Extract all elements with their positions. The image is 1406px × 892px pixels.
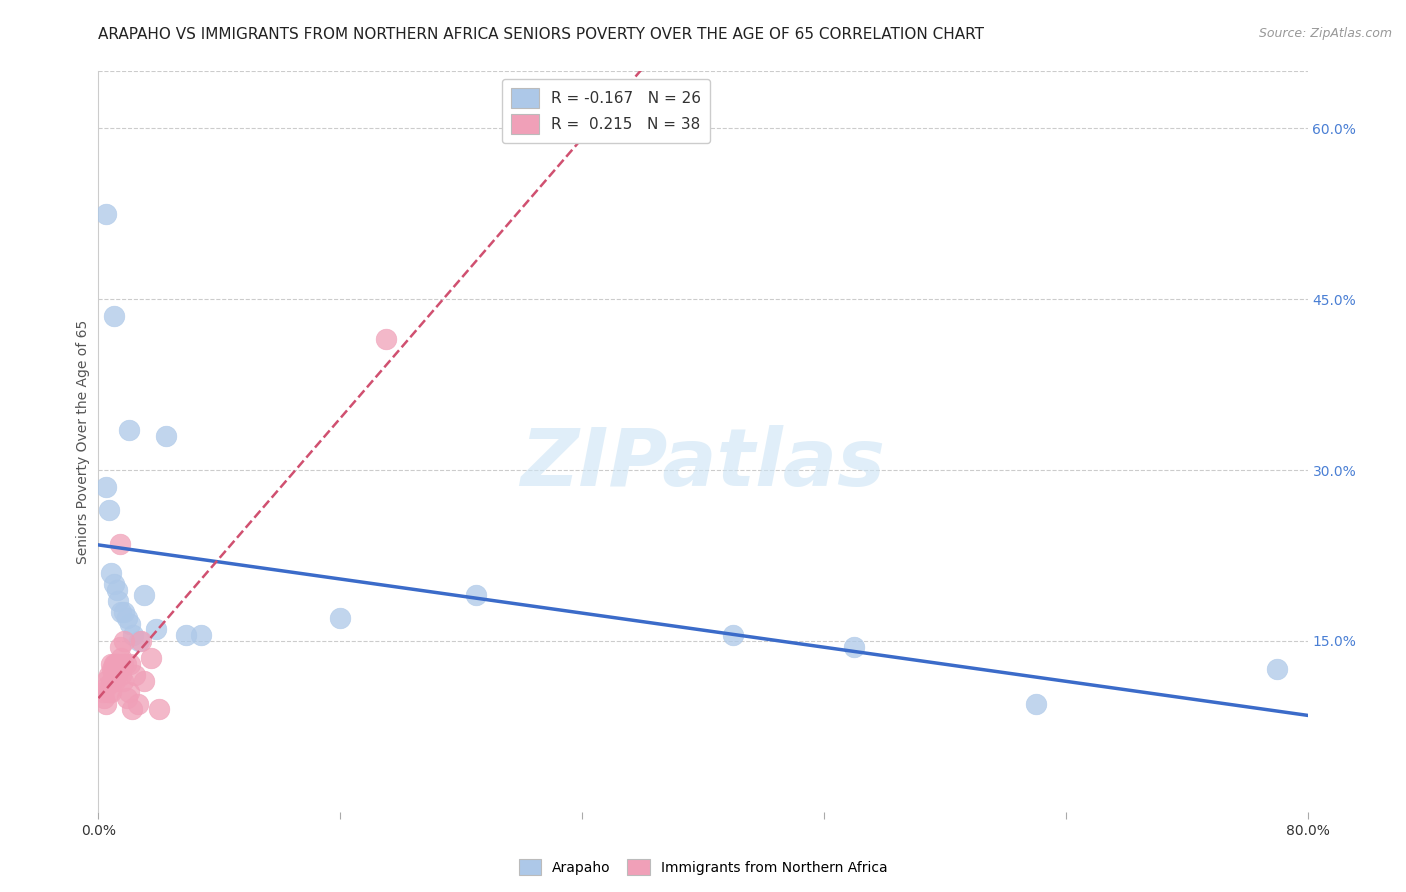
- Point: [114, 657, 136, 671]
- Text: Source: ZipAtlas.com: Source: ZipAtlas.com: [1258, 27, 1392, 40]
- Point: [112, 606, 135, 620]
- Point: [111, 673, 134, 688]
- Point: [110, 668, 132, 682]
- Point: [132, 673, 155, 688]
- Point: [1024, 697, 1046, 711]
- Point: [105, 582, 128, 597]
- Point: [93, 690, 115, 705]
- Point: [121, 702, 143, 716]
- Point: [108, 537, 131, 551]
- Point: [101, 662, 124, 676]
- Point: [103, 657, 125, 671]
- Point: [141, 651, 163, 665]
- Point: [127, 697, 149, 711]
- Point: [91, 685, 114, 699]
- Point: [111, 657, 134, 671]
- Point: [118, 423, 141, 437]
- Point: [94, 697, 117, 711]
- Point: [1267, 662, 1289, 676]
- Point: [148, 702, 170, 716]
- Legend: Arapaho, Immigrants from Northern Africa: Arapaho, Immigrants from Northern Africa: [513, 854, 893, 880]
- Point: [107, 662, 129, 676]
- Point: [105, 657, 128, 671]
- Point: [98, 668, 121, 682]
- Point: [844, 640, 866, 654]
- Y-axis label: Seniors Poverty Over the Age of 65: Seniors Poverty Over the Age of 65: [76, 319, 90, 564]
- Point: [98, 503, 121, 517]
- Point: [107, 594, 129, 608]
- Point: [374, 332, 396, 346]
- Point: [115, 611, 138, 625]
- Point: [190, 628, 212, 642]
- Point: [101, 673, 124, 688]
- Point: [103, 668, 125, 682]
- Point: [155, 429, 177, 443]
- Point: [103, 577, 125, 591]
- Point: [112, 633, 135, 648]
- Point: [94, 480, 117, 494]
- Point: [110, 651, 132, 665]
- Point: [105, 668, 128, 682]
- Text: ARAPAHO VS IMMIGRANTS FROM NORTHERN AFRICA SENIORS POVERTY OVER THE AGE OF 65 CO: ARAPAHO VS IMMIGRANTS FROM NORTHERN AFRI…: [98, 27, 984, 42]
- Point: [104, 657, 127, 671]
- Point: [115, 690, 138, 705]
- Point: [107, 657, 129, 671]
- Legend: R = -0.167   N = 26, R =  0.215   N = 38: R = -0.167 N = 26, R = 0.215 N = 38: [502, 79, 710, 143]
- Point: [110, 606, 132, 620]
- Point: [98, 685, 121, 699]
- Point: [124, 668, 146, 682]
- Point: [104, 673, 127, 688]
- Point: [174, 628, 197, 642]
- Point: [94, 207, 117, 221]
- Point: [118, 685, 141, 699]
- Point: [96, 680, 118, 694]
- Point: [120, 657, 142, 671]
- Point: [145, 623, 167, 637]
- Point: [129, 633, 152, 648]
- Point: [100, 685, 122, 699]
- Text: ZIPatlas: ZIPatlas: [520, 425, 886, 503]
- Point: [103, 310, 125, 324]
- Point: [94, 673, 117, 688]
- Point: [122, 628, 145, 642]
- Point: [100, 566, 122, 580]
- Point: [329, 611, 352, 625]
- Point: [723, 628, 745, 642]
- Point: [465, 588, 488, 602]
- Point: [108, 640, 131, 654]
- Point: [120, 616, 142, 631]
- Point: [132, 588, 155, 602]
- Point: [128, 633, 150, 648]
- Point: [100, 657, 122, 671]
